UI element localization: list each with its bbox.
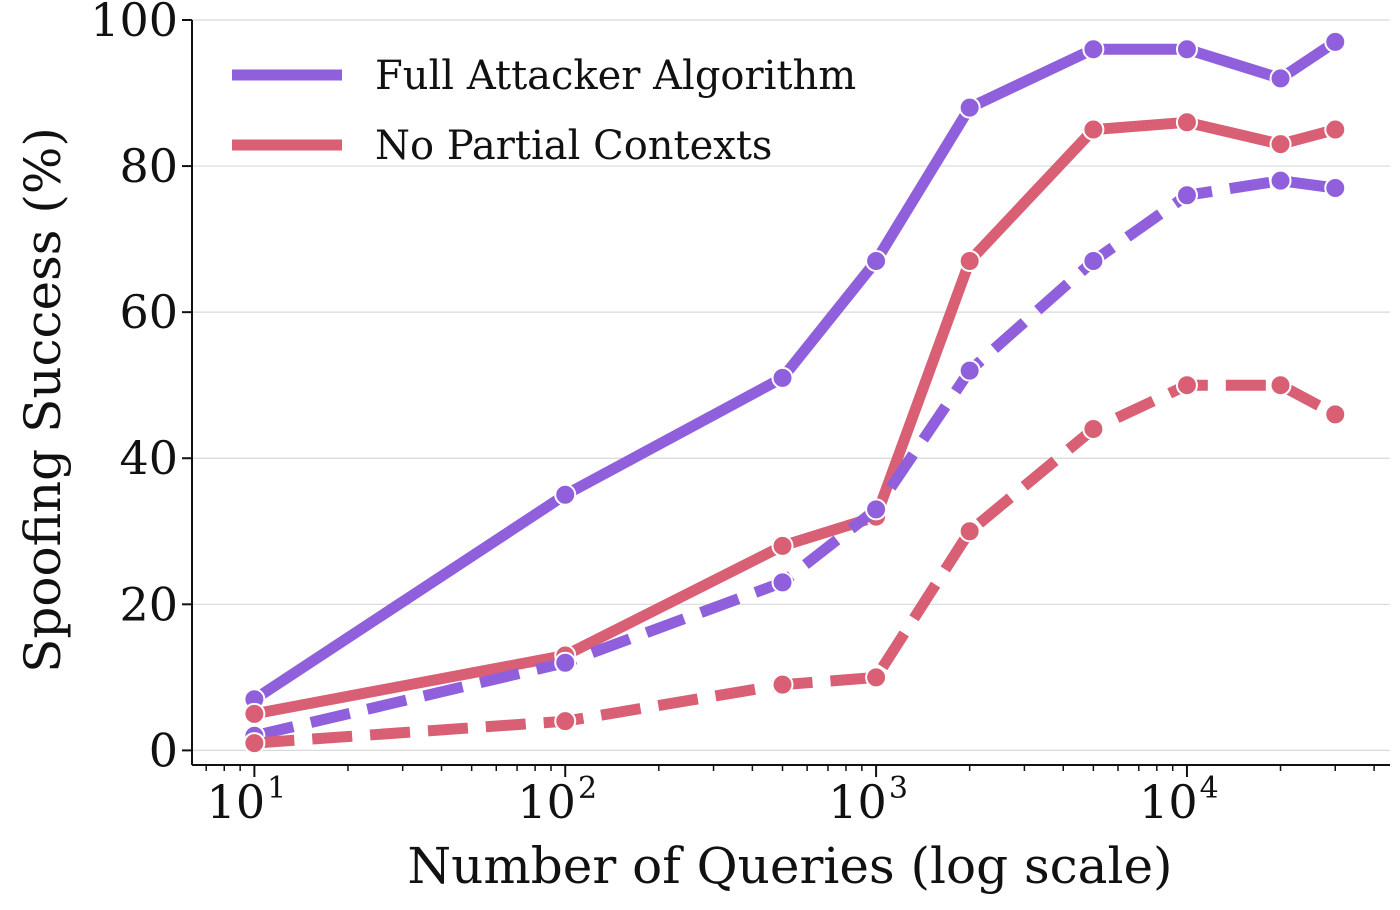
y-ticks: 0 20 40 60 80 100 — [90, 0, 192, 777]
legend-label-0: Full Attacker Algorithm — [375, 53, 856, 99]
x-ticks: 101 102 103 104 — [205, 765, 1375, 829]
data-point — [1324, 118, 1347, 141]
x-tick-exponent: 1 — [267, 771, 286, 806]
data-point — [1082, 38, 1105, 61]
series-1 — [243, 111, 1347, 725]
x-tick-base: 10 — [517, 775, 576, 829]
data-point — [1175, 111, 1198, 134]
data-point — [958, 250, 981, 273]
data-point — [554, 483, 577, 506]
series-line-3 — [254, 379, 1338, 749]
data-point — [1269, 374, 1292, 397]
data-point — [1324, 176, 1347, 199]
data-point — [1269, 169, 1292, 192]
legend-label-1: No Partial Contexts — [375, 123, 772, 169]
x-tick-label: 103 — [828, 771, 908, 829]
data-point — [865, 666, 888, 689]
data-point — [1269, 67, 1292, 90]
series-layer — [243, 30, 1347, 755]
data-point — [1324, 30, 1347, 53]
data-point — [1324, 403, 1347, 426]
data-point — [243, 732, 266, 755]
data-point — [1269, 133, 1292, 156]
y-axis-title: Spoofing Success (%) — [14, 127, 72, 673]
series-line-1 — [253, 116, 1337, 720]
data-point — [771, 571, 794, 594]
y-tick-label: 40 — [119, 431, 178, 485]
x-tick-base: 10 — [207, 775, 266, 829]
data-point — [554, 651, 577, 674]
x-tick-exponent: 4 — [1200, 771, 1219, 806]
series-2 — [243, 169, 1347, 747]
axes — [191, 20, 1390, 766]
y-tick-label: 80 — [119, 139, 178, 193]
x-tick-exponent: 3 — [889, 771, 908, 806]
data-point — [771, 673, 794, 696]
y-tick-label: 0 — [149, 723, 178, 777]
x-tick-label: 102 — [517, 771, 597, 829]
x-axis-title: Number of Queries (log scale) — [407, 837, 1172, 895]
y-tick-label: 100 — [90, 0, 178, 47]
x-tick-label: 101 — [207, 771, 287, 829]
data-point — [958, 96, 981, 119]
data-point — [865, 498, 888, 521]
data-point — [1175, 374, 1198, 397]
x-tick-exponent: 2 — [578, 771, 597, 806]
x-tick-base: 10 — [1139, 775, 1198, 829]
y-tick-label: 60 — [119, 285, 178, 339]
data-point — [1175, 184, 1198, 207]
data-point — [554, 710, 577, 733]
x-tick-base: 10 — [828, 775, 887, 829]
series-3 — [243, 374, 1347, 755]
data-point — [1082, 418, 1105, 441]
y-tick-label: 20 — [119, 577, 178, 631]
data-point — [1082, 250, 1105, 273]
data-point — [865, 250, 888, 273]
data-point — [958, 359, 981, 382]
x-tick-label: 104 — [1139, 771, 1219, 829]
data-point — [243, 702, 266, 725]
data-point — [771, 534, 794, 557]
data-point — [958, 520, 981, 543]
legend: Full Attacker Algorithm No Partial Contex… — [232, 53, 856, 169]
data-point — [1082, 118, 1105, 141]
data-point — [1175, 38, 1198, 61]
data-point — [771, 366, 794, 389]
